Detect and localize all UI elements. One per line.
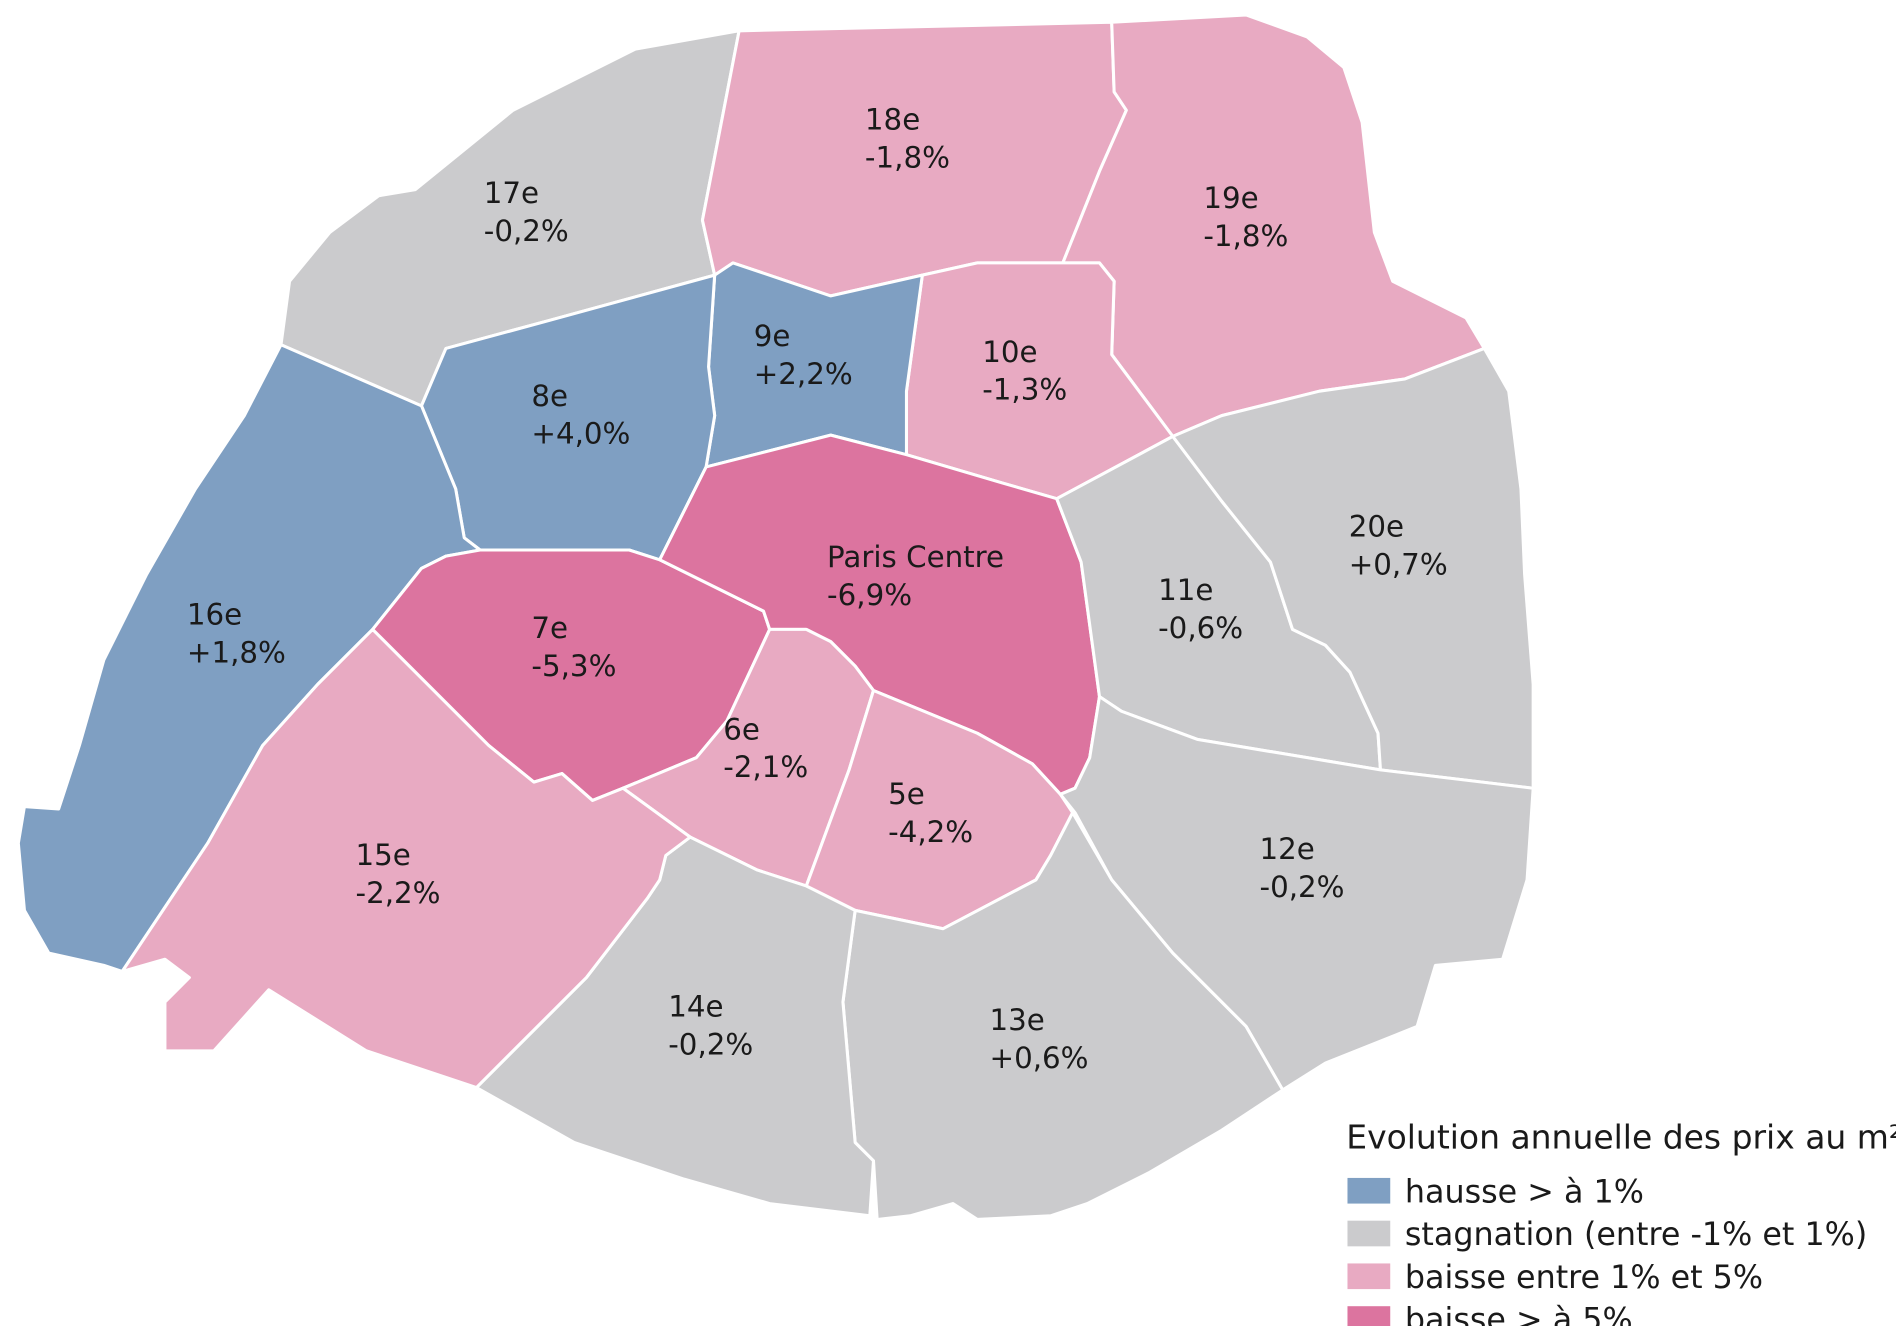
region-name: 15e — [356, 838, 411, 872]
region-value: -5,3% — [531, 649, 616, 683]
region-name: 5e — [888, 777, 925, 811]
region-name: 19e — [1203, 181, 1258, 215]
legend: Evolution annuelle des prix au m² hausse… — [1346, 1118, 1896, 1326]
region-value: +0,6% — [990, 1041, 1089, 1075]
region-name: 13e — [990, 1003, 1045, 1037]
region-value: -0,2% — [484, 214, 569, 248]
region-value: -1,8% — [1203, 219, 1288, 253]
legend-swatch — [1347, 1220, 1391, 1247]
region-name: 12e — [1260, 832, 1315, 866]
legend-label: hausse > à 1% — [1405, 1174, 1644, 1210]
region-name: 17e — [484, 176, 539, 210]
region — [1171, 346, 1535, 790]
region-name: 8e — [531, 379, 568, 413]
region-name: 14e — [668, 990, 723, 1024]
region-name: 9e — [754, 319, 791, 353]
region — [1058, 695, 1535, 1092]
region-name: 16e — [187, 598, 242, 632]
regions — [16, 13, 1535, 1221]
region-value: -1,3% — [982, 373, 1067, 407]
region-value: +2,2% — [754, 357, 853, 391]
region-value: -1,8% — [865, 141, 950, 175]
legend-label: baisse entre 1% et 5% — [1405, 1260, 1763, 1296]
region-value: +0,7% — [1349, 547, 1448, 581]
legend-swatch — [1347, 1177, 1391, 1204]
region-value: -2,2% — [356, 876, 441, 910]
region-value: -2,1% — [723, 750, 808, 784]
region — [120, 627, 692, 1090]
legend-swatch — [1347, 1263, 1391, 1290]
region-value: -0,2% — [668, 1028, 753, 1062]
region-name: Paris Centre — [827, 540, 1004, 574]
region — [16, 343, 482, 973]
region-value: -0,6% — [1158, 611, 1243, 645]
region-value: -6,9% — [827, 578, 912, 612]
legend-swatch — [1347, 1306, 1391, 1326]
region-name: 18e — [865, 103, 920, 137]
labels: 17e -0,2% 18e -1,8% 19e -1,8% 10e -1,3% 9e +2,2% 8… — [187, 103, 1448, 1075]
region-value: -4,2% — [888, 815, 973, 849]
region — [841, 811, 1285, 1221]
legend-label: stagnation (entre -1% et 1%) — [1405, 1217, 1867, 1253]
region-name: 6e — [723, 712, 760, 746]
region-name: 11e — [1158, 573, 1213, 607]
legend-title: Evolution annuelle des prix au m² — [1346, 1118, 1896, 1157]
region-name: 10e — [982, 335, 1037, 369]
region-name: 20e — [1349, 510, 1404, 544]
region-value: +1,8% — [187, 635, 286, 669]
region-name: 7e — [531, 611, 568, 645]
legend-label: baisse > à 5% — [1405, 1303, 1633, 1326]
region-value: +4,0% — [531, 417, 630, 451]
region-value: -0,2% — [1260, 870, 1345, 904]
